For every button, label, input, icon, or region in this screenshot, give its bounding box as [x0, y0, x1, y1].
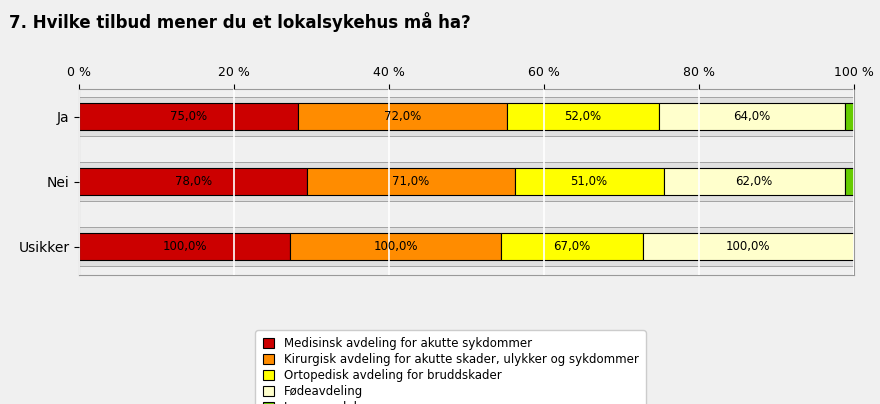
Text: 71,0%: 71,0%	[392, 175, 429, 188]
Text: 100,0%: 100,0%	[163, 240, 207, 253]
Bar	[79, 168, 307, 196]
Bar	[664, 168, 845, 196]
Bar	[79, 162, 854, 201]
Text: 100,0%: 100,0%	[726, 240, 770, 253]
Text: 100,0%: 100,0%	[373, 240, 418, 253]
Bar	[290, 233, 502, 261]
Bar	[79, 97, 854, 136]
Text: 51,0%: 51,0%	[570, 175, 608, 188]
Bar	[845, 168, 854, 196]
Text: 72,0%: 72,0%	[384, 110, 421, 123]
Bar	[845, 103, 854, 130]
Bar	[507, 103, 658, 130]
Text: 75,0%: 75,0%	[170, 110, 207, 123]
Bar	[515, 168, 664, 196]
Text: 78,0%: 78,0%	[174, 175, 212, 188]
Text: 52,0%: 52,0%	[564, 110, 601, 123]
Text: 7. Hvilke tilbud mener du et lokalsykehus må ha?: 7. Hvilke tilbud mener du et lokalsykehu…	[9, 12, 471, 32]
Text: 67,0%: 67,0%	[554, 240, 590, 253]
Bar	[79, 103, 297, 130]
Bar	[307, 168, 515, 196]
Text: 64,0%: 64,0%	[733, 110, 770, 123]
Bar	[502, 233, 642, 261]
Bar	[79, 233, 290, 261]
Bar	[297, 103, 507, 130]
Bar	[642, 233, 854, 261]
Text: 62,0%: 62,0%	[736, 175, 773, 188]
Legend: Medisinsk avdeling for akutte sykdommer, Kirurgisk avdeling for akutte skader, u: Medisinsk avdeling for akutte sykdommer,…	[255, 330, 646, 404]
Bar	[658, 103, 845, 130]
Bar	[79, 227, 854, 266]
